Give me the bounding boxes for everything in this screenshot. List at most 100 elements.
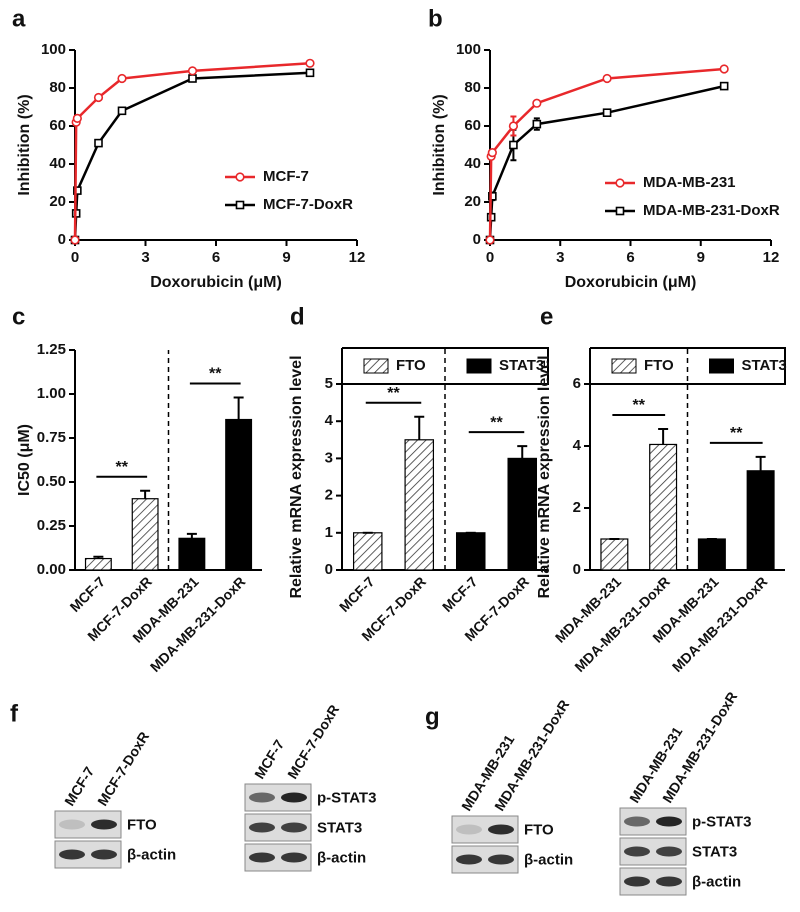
y-tick-label: 2 <box>325 487 333 504</box>
blot-band <box>656 876 682 887</box>
bar <box>600 538 629 571</box>
bar <box>352 532 383 571</box>
row-label: β-actin <box>692 873 741 890</box>
marker <box>117 73 127 84</box>
lane-label: MCF-7 <box>251 737 287 782</box>
error-bar <box>140 489 151 499</box>
error-bar <box>93 555 104 559</box>
legend-label: MDA-MB-231-DoxR <box>643 202 780 219</box>
y-tick-label: 4 <box>573 437 582 454</box>
error-bar <box>755 455 766 471</box>
legend-label: MCF-7-DoxR <box>263 196 353 213</box>
y-tick-label: 0 <box>325 561 333 578</box>
x-tick-label: MDA-MB-231-DoxR <box>669 573 771 675</box>
blot-band <box>624 816 650 827</box>
bar <box>507 457 538 571</box>
marker <box>188 74 197 83</box>
bar <box>649 443 678 571</box>
legend-swatch <box>363 358 389 374</box>
blot-band <box>249 792 275 803</box>
x-tick-label: 6 <box>626 249 634 266</box>
y-tick-label: 5 <box>325 375 333 392</box>
series-line <box>73 62 311 241</box>
blot-band <box>624 846 650 857</box>
marker <box>305 68 315 78</box>
legend-label: FTO <box>644 357 674 374</box>
panel-label: e <box>540 303 553 330</box>
y-tick-label: 0.00 <box>37 561 66 578</box>
lane-label: MCF-7-DoxR <box>284 702 342 782</box>
legend-marker <box>615 178 625 188</box>
bar <box>131 498 159 571</box>
marker <box>94 138 103 148</box>
significance-label: ** <box>730 425 743 442</box>
y-tick-label: 0.50 <box>37 473 66 490</box>
y-tick-label: 0 <box>473 231 481 248</box>
y-tick-label: 6 <box>573 375 581 392</box>
x-tick-label: 3 <box>556 249 564 266</box>
bar <box>84 557 112 571</box>
bar <box>404 439 435 571</box>
error-bar <box>233 396 244 420</box>
x-tick-label: MCF-7 <box>336 573 378 615</box>
blot-band <box>656 846 682 857</box>
panel-label: f <box>10 700 19 727</box>
row-label: FTO <box>524 821 554 838</box>
y-tick-label: 60 <box>49 117 66 134</box>
marker <box>93 92 104 103</box>
y-axis-title: Inhibition (%) <box>431 94 448 195</box>
x-tick-label: MDA-MB-231-DoxR <box>571 573 673 675</box>
y-axis-title: IC50 (μM) <box>16 424 33 496</box>
marker <box>508 121 519 131</box>
row-label: STAT3 <box>317 819 362 836</box>
y-tick-label: 2 <box>573 499 581 516</box>
legend-swatch <box>611 358 637 374</box>
y-tick-label: 4 <box>325 412 334 429</box>
marker <box>602 73 612 84</box>
significance-label: ** <box>209 366 222 383</box>
marker <box>719 81 729 91</box>
x-tick-label: 0 <box>486 249 494 266</box>
y-tick-label: 0.25 <box>37 517 66 534</box>
marker <box>488 192 497 201</box>
marker <box>305 58 315 68</box>
marker <box>187 66 198 76</box>
marker <box>117 106 127 116</box>
x-tick-label: MCF-7 <box>439 573 481 615</box>
y-tick-label: 0 <box>573 561 581 578</box>
y-tick-label: 1 <box>325 524 333 541</box>
y-tick-label: 40 <box>49 155 66 172</box>
blot-band <box>456 824 482 835</box>
y-tick-label: 0 <box>58 231 66 248</box>
x-tick-label: 9 <box>697 249 705 266</box>
row-label: β-actin <box>127 846 176 863</box>
x-tick-label: 0 <box>71 249 79 266</box>
legend-swatch <box>709 358 734 374</box>
lane-label: MCF-7 <box>61 764 97 809</box>
blot-band <box>456 854 482 865</box>
marker <box>72 113 82 123</box>
y-tick-label: 100 <box>41 41 66 58</box>
marker <box>487 148 497 158</box>
blot-band <box>488 854 514 865</box>
panel-label: g <box>425 703 440 730</box>
marker <box>532 98 542 108</box>
row-label: β-actin <box>524 851 573 868</box>
significance-label: ** <box>116 459 129 476</box>
blot-band <box>59 849 85 860</box>
y-tick-label: 80 <box>49 79 66 96</box>
x-tick-label: MCF-7 <box>67 573 109 615</box>
marker <box>73 186 82 195</box>
marker <box>532 119 542 129</box>
legend-label: MCF-7 <box>263 168 309 185</box>
blot-band <box>624 876 650 887</box>
blot-band <box>249 852 275 863</box>
bar <box>746 470 775 571</box>
legend-box <box>590 347 786 385</box>
marker <box>485 235 495 245</box>
y-axis-title: Relative mRNA expression level <box>288 355 305 598</box>
y-tick-label: 20 <box>464 193 481 210</box>
row-label: p-STAT3 <box>317 789 376 806</box>
legend-label: MDA-MB-231 <box>643 174 736 191</box>
legend-label: FTO <box>396 357 426 374</box>
